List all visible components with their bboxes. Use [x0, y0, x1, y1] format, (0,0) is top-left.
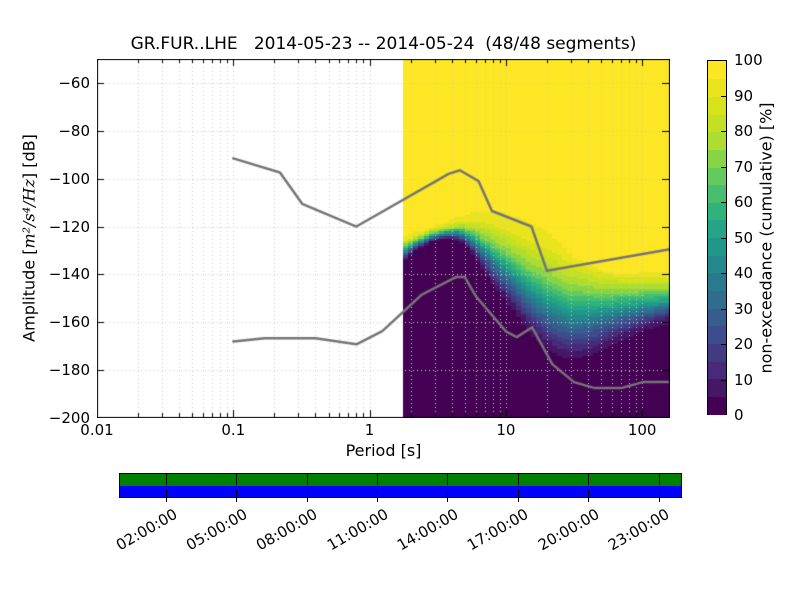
coverage-tick-mark-bottom	[166, 490, 167, 502]
colorbar-tick-mark	[721, 167, 726, 168]
colorbar-band	[708, 272, 726, 292]
coverage-tick-mark-bottom	[518, 490, 519, 502]
colorbar	[707, 60, 727, 415]
x-tick-label: 0.1	[221, 421, 246, 439]
colorbar-band	[708, 396, 726, 415]
colorbar-tick-label: 10	[734, 370, 754, 389]
colorbar-band	[708, 255, 726, 274]
x-tick-label: 0.01	[80, 421, 114, 439]
colorbar-tick-label: 60	[734, 193, 754, 211]
coverage-tick-mark-top	[518, 474, 519, 485]
coverage-tick-mark-bottom	[377, 490, 378, 502]
coverage-bar-data-strip	[120, 486, 681, 497]
y-tick-label: −180	[48, 361, 90, 380]
colorbar-tick-mark	[721, 238, 726, 239]
coverage-tick-mark-top	[166, 474, 167, 485]
time-tick-label: 20:00:00	[534, 505, 603, 555]
coverage-tick-mark-top	[236, 474, 237, 485]
colorbar-band	[708, 149, 726, 168]
colorbar-tick-label: 20	[734, 335, 754, 353]
colorbar-tick-mark	[721, 202, 726, 203]
colorbar-tick-label: 100	[734, 51, 763, 69]
y-tick-label: −80	[58, 121, 90, 140]
coverage-tick-mark-bottom	[307, 490, 308, 502]
coverage-bar-segments-strip	[120, 474, 681, 486]
coverage-tick-mark-top	[659, 474, 660, 485]
colorbar-tick-label: 70	[734, 157, 754, 176]
colorbar-tick-mark	[721, 380, 726, 381]
colorbar-tick-mark	[721, 273, 726, 274]
colorbar-band	[708, 184, 726, 203]
colorbar-band	[708, 219, 726, 239]
y-tick-label: −60	[58, 73, 90, 92]
plot-title: GR.FUR..LHE 2014-05-23 -- 2014-05-24 (48…	[130, 34, 637, 54]
time-tick-label: 23:00:00	[605, 505, 673, 555]
coverage-tick-mark-bottom	[588, 490, 589, 502]
y-axis-label-math: m²/s⁴/Hz	[19, 179, 39, 249]
colorbar-band	[708, 308, 726, 327]
y-tick-label: −140	[48, 265, 90, 284]
x-tick-label: 100	[627, 421, 657, 439]
time-tick-label: 11:00:00	[323, 505, 392, 555]
colorbar-tick-label: 50	[734, 228, 754, 247]
colorbar-band	[708, 61, 726, 80]
colorbar-band	[708, 378, 726, 397]
time-tick-label: 02:00:00	[112, 505, 180, 555]
y-tick-label: −120	[48, 217, 90, 236]
colorbar-tick-mark	[721, 309, 726, 310]
colorbar-tick-label: 40	[734, 264, 754, 282]
y-tick-label: −160	[48, 313, 90, 332]
coverage-tick-mark-bottom	[236, 490, 237, 502]
colorbar-tick-mark	[721, 96, 726, 97]
colorbar-band	[708, 131, 726, 150]
colorbar-band	[708, 202, 726, 221]
colorbar-tick-label: 30	[734, 299, 754, 318]
time-tick-label: 14:00:00	[394, 505, 462, 555]
colorbar-tick-label: 80	[734, 122, 754, 140]
plot-area	[97, 59, 670, 418]
colorbar-tick-mark	[721, 344, 726, 345]
coverage-tick-mark-bottom	[659, 490, 660, 502]
y-axis-label: Amplitude [m²/s⁴/Hz] [dB]	[20, 134, 39, 342]
ppsd-heatmap-canvas	[97, 59, 670, 418]
colorbar-tick-mark	[721, 131, 726, 132]
coverage-tick-mark-top	[447, 474, 448, 485]
coverage-tick-mark-top	[588, 474, 589, 485]
x-axis-label: Period [s]	[345, 441, 422, 460]
colorbar-band	[708, 343, 726, 362]
time-tick-label: 17:00:00	[464, 505, 532, 555]
coverage-bar	[119, 473, 682, 498]
colorbar-band	[708, 361, 726, 380]
colorbar-band	[708, 325, 726, 344]
x-tick-label: 1	[364, 421, 375, 439]
colorbar-band	[708, 96, 726, 115]
time-tick-label: 05:00:00	[182, 505, 251, 555]
x-tick-label: 10	[496, 421, 516, 439]
coverage-tick-mark-top	[307, 474, 308, 485]
colorbar-band	[708, 113, 726, 133]
y-tick-label: −100	[48, 169, 90, 188]
colorbar-band	[708, 78, 726, 97]
coverage-tick-mark-bottom	[447, 490, 448, 502]
colorbar-axis-label: non-exceedance (cumulative) [%]	[756, 102, 776, 374]
colorbar-tick-label: 0	[734, 406, 744, 424]
coverage-tick-mark-top	[377, 474, 378, 485]
colorbar-tick-label: 90	[734, 86, 754, 105]
colorbar-band	[708, 237, 726, 256]
colorbar-band	[708, 166, 726, 186]
time-tick-label: 08:00:00	[253, 505, 321, 555]
colorbar-band	[708, 290, 726, 309]
y-tick-label: −200	[48, 409, 90, 427]
